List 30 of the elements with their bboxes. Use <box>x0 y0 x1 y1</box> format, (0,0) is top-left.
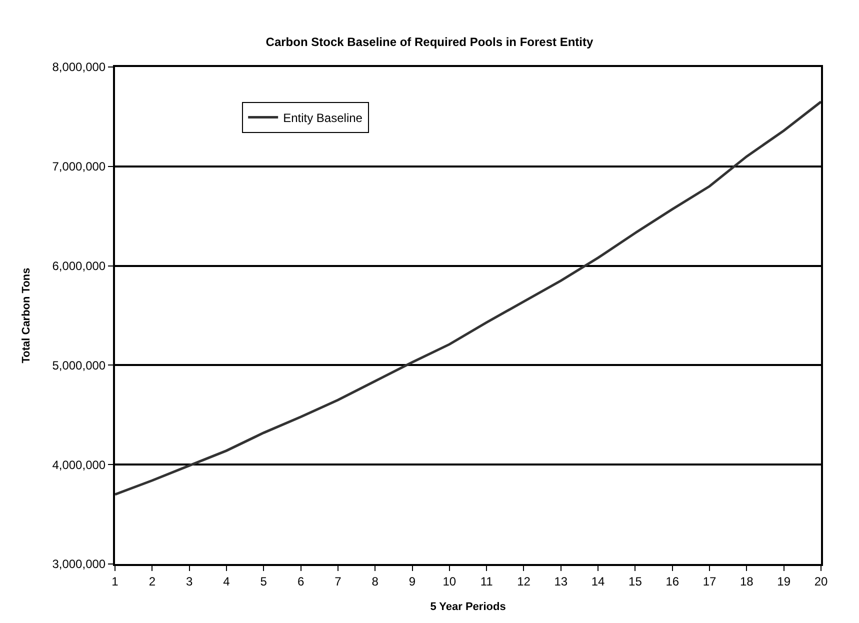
x-tick-label: 11 <box>480 574 494 588</box>
x-tick-label: 7 <box>334 574 342 588</box>
y-axis-title: Total Carbon Tons <box>20 268 32 364</box>
x-tick-label: 20 <box>814 574 828 588</box>
x-tick-label: 8 <box>372 574 379 588</box>
x-tick-label: 15 <box>628 574 642 588</box>
x-tick-label: 3 <box>186 574 193 588</box>
y-tick-label: 4,000,000 <box>52 458 106 472</box>
x-tick-label: 12 <box>517 574 531 588</box>
x-tick-label: 1 <box>112 574 119 588</box>
x-tick-label: 18 <box>740 574 754 588</box>
x-tick-label: 6 <box>297 574 304 588</box>
x-tick-label: 19 <box>777 574 791 588</box>
x-tick-label: 17 <box>702 574 717 588</box>
x-tick-label: 9 <box>408 574 416 588</box>
x-tick-label: 5 <box>260 574 268 588</box>
y-tick-label: 7,000,000 <box>52 160 106 174</box>
x-axis-title: 5 Year Periods <box>430 601 506 614</box>
chart-title: Carbon Stock Baseline of Required Pools in Forest Entity <box>266 34 594 49</box>
x-tick-label: 2 <box>148 574 156 588</box>
x-tick-label: 14 <box>591 574 606 588</box>
legend-label: Entity Baseline <box>283 110 363 125</box>
x-tick-label: 10 <box>442 574 456 588</box>
x-tick-label: 13 <box>554 574 568 588</box>
x-tick-label: 16 <box>666 574 680 588</box>
y-tick-label: 6,000,000 <box>52 259 106 273</box>
y-tick-label: 5,000,000 <box>52 358 106 372</box>
y-tick-label: 3,000,000 <box>52 557 106 572</box>
y-tick-label: 8,000,000 <box>52 60 106 74</box>
x-tick-label: 4 <box>223 574 230 588</box>
